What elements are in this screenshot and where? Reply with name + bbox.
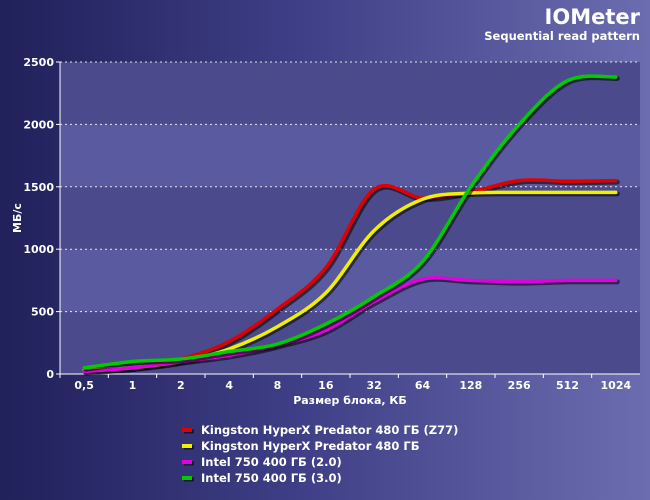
- series-lines: [82, 74, 620, 376]
- x-tick-label: 1024: [601, 379, 632, 392]
- y-tick-label: 500: [31, 306, 54, 319]
- plot-band: [60, 186, 640, 250]
- y-tick-label: 0: [46, 368, 54, 381]
- y-tick-labels: 0 500 1000 1500 2000 2500: [23, 56, 60, 381]
- plot-band: [60, 124, 640, 187]
- legend-label: Intel 750 400 ГБ (2.0): [201, 455, 342, 469]
- y-tick-label: 1000: [23, 243, 54, 256]
- x-axis-label: Размер блока, КБ: [293, 394, 407, 407]
- chart-subtitle: Sequential read pattern: [484, 29, 640, 43]
- x-tick-label: 16: [318, 379, 334, 392]
- x-tick-label: 64: [415, 379, 431, 392]
- legend: Kingston HyperX Predator 480 ГБ (Z77) Kin…: [182, 423, 458, 485]
- x-tick-label: 128: [459, 379, 482, 392]
- legend-label: Intel 750 400 ГБ (3.0): [201, 471, 342, 485]
- x-tick-label: 0,5: [74, 379, 94, 392]
- x-tick-label: 256: [508, 379, 531, 392]
- series-line: [82, 74, 618, 370]
- plot-bands: [60, 62, 640, 374]
- y-tick-label: 2000: [23, 118, 54, 131]
- x-tick-label: 2: [177, 379, 185, 392]
- y-tick-label: 1500: [23, 181, 54, 194]
- plot-band: [60, 62, 640, 125]
- y-axis-label: МБ/с: [11, 203, 24, 233]
- x-tick-label: 32: [367, 379, 382, 392]
- x-tick-label: 4: [225, 379, 233, 392]
- legend-label: Kingston HyperX Predator 480 ГБ: [201, 439, 419, 453]
- x-tick-label: 1: [129, 379, 137, 392]
- x-tick-label: 512: [556, 379, 579, 392]
- legend-label: Kingston HyperX Predator 480 ГБ (Z77): [201, 423, 458, 437]
- y-tick-label: 2500: [23, 56, 54, 69]
- x-tick-labels: 0,5 1 2 4 8 16 32 64 128 256 512 1024: [59, 374, 632, 392]
- chart-title: IOMeter: [545, 5, 641, 29]
- x-tick-label: 8: [274, 379, 282, 392]
